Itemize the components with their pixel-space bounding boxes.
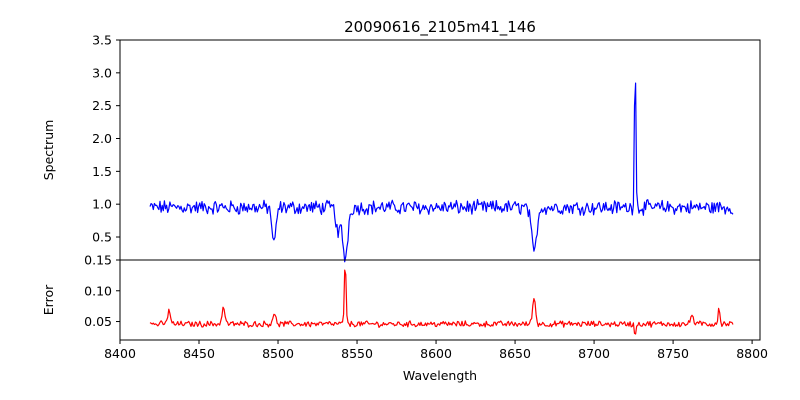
- error-series-line: [149, 269, 734, 335]
- x-tick-label: 8500: [262, 346, 294, 361]
- spectrum-plot-frame: [119, 39, 761, 261]
- x-tick-label: 8400: [104, 346, 136, 361]
- x-tick-label: 8550: [341, 346, 373, 361]
- chart-title: 20090616_2105m41_146: [344, 18, 536, 37]
- x-tick-label: 8750: [657, 346, 689, 361]
- spectrum-y-tick-label: 3.5: [92, 33, 112, 48]
- x-tick-label: 8600: [420, 346, 452, 361]
- error-y-tick-label: 0.15: [84, 253, 112, 268]
- error-plot-frame: [119, 259, 761, 341]
- spectrum-y-tick-label: 1.0: [92, 197, 112, 212]
- x-tick-label: 8800: [736, 346, 768, 361]
- x-axis-title: Wavelength: [403, 368, 477, 383]
- x-tick-label: 8700: [578, 346, 610, 361]
- spectrum-y-tick-label: 2.5: [92, 98, 112, 113]
- spectrum-y-tick-label: 1.5: [92, 164, 112, 179]
- spectrum-y-tick-label: 3.0: [92, 65, 112, 80]
- error-y-axis-title: Error: [41, 284, 56, 315]
- spectrum-y-tick-label: 0.5: [92, 230, 112, 245]
- spectrum-y-axis-title: Spectrum: [41, 120, 56, 181]
- spectrum-panel: 0.5 1.0 1.5 2.0 2.5 3.0 3.5 Spectrum: [41, 33, 761, 263]
- x-tick-label: 8650: [499, 346, 531, 361]
- error-y-tick-label: 0.10: [84, 283, 112, 298]
- error-panel: 0.05 0.10 0.15 Error: [41, 253, 761, 341]
- spectrum-series-line: [149, 82, 734, 263]
- spectrum-y-tick-label: 2.0: [92, 131, 112, 146]
- x-tick-label: 8450: [183, 346, 215, 361]
- error-y-tick-label: 0.05: [84, 314, 112, 329]
